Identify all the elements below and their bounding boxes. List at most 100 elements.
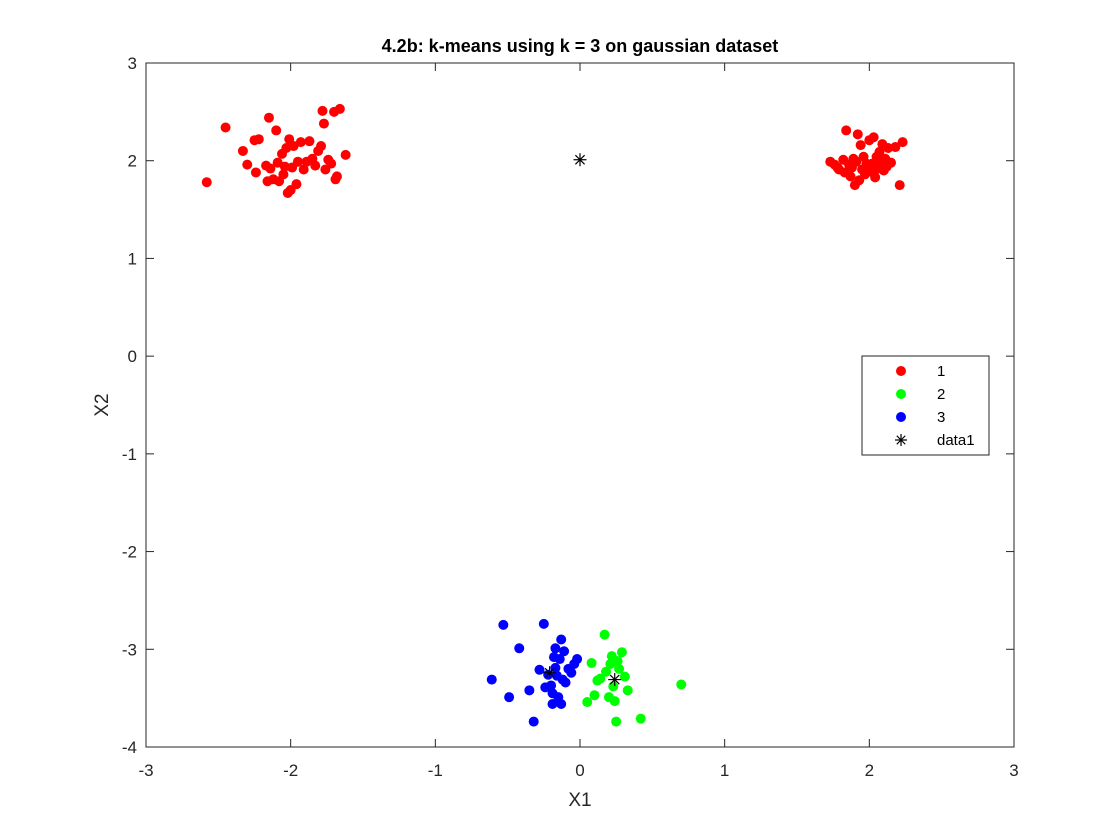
legend-label: data1: [937, 432, 975, 449]
data-point: [554, 654, 565, 665]
data-point: [886, 157, 897, 168]
data-point: [538, 618, 549, 629]
data-point: [334, 103, 345, 114]
legend-label: 2: [937, 386, 945, 403]
data-point: [547, 699, 558, 710]
data-point: [486, 674, 497, 685]
y-tick-label: 0: [128, 347, 137, 366]
data-point: [514, 643, 525, 654]
data-point: [572, 654, 583, 665]
data-point: [504, 692, 515, 703]
legend-label: 1: [937, 363, 945, 380]
y-tick-label: -4: [122, 738, 137, 757]
legend-marker: [895, 434, 907, 446]
legend: 1 2 3 data1: [861, 355, 990, 456]
data-point: [845, 171, 856, 182]
points-layer: [201, 103, 908, 727]
data-point: [295, 137, 306, 148]
data-point: [870, 172, 881, 183]
data-point: [608, 681, 619, 692]
data-point: [556, 699, 567, 710]
data-point: [851, 156, 862, 167]
data-point: [868, 132, 879, 143]
data-point: [291, 179, 302, 190]
data-point: [611, 716, 622, 727]
data-point: [614, 663, 625, 674]
centroid-marker: [608, 673, 622, 687]
data-point: [534, 664, 545, 675]
y-tick-label: -3: [122, 640, 137, 659]
data-point: [619, 671, 630, 682]
legend-label: 3: [937, 409, 945, 426]
data-point: [852, 129, 863, 140]
x-tick-label: 2: [865, 761, 874, 780]
data-point: [316, 141, 327, 152]
data-point: [894, 180, 905, 191]
data-point: [318, 118, 329, 129]
data-point: [253, 134, 264, 145]
data-point: [237, 145, 248, 156]
series-data1: [543, 153, 622, 687]
data-point: [589, 690, 600, 701]
data-point: [616, 647, 627, 658]
data-point: [304, 136, 315, 147]
data-point: [556, 634, 567, 645]
legend-marker: [896, 412, 906, 422]
data-point: [550, 643, 561, 654]
data-point: [560, 677, 571, 688]
data-point: [250, 167, 261, 178]
data-point: [310, 160, 321, 171]
data-point: [566, 667, 577, 678]
data-point: [599, 629, 610, 640]
data-point: [559, 646, 570, 657]
data-point: [890, 142, 901, 153]
data-point: [586, 657, 597, 668]
data-point: [278, 169, 289, 180]
data-point: [292, 156, 303, 167]
data-point: [595, 673, 606, 684]
data-point: [622, 685, 633, 696]
data-point: [635, 713, 646, 724]
data-point: [242, 159, 253, 170]
legend-marker: [896, 389, 906, 399]
y-axis-title: X2: [92, 393, 113, 416]
y-tick-label: 2: [128, 152, 137, 171]
data-point: [546, 680, 557, 691]
data-point: [263, 112, 274, 123]
data-point: [331, 171, 342, 182]
data-point: [528, 716, 539, 727]
centroid-marker: [543, 666, 557, 680]
y-tick-label: -1: [122, 445, 137, 464]
data-point: [897, 137, 908, 148]
series-2: [582, 629, 687, 727]
data-point: [676, 679, 687, 690]
y-tick-label: -2: [122, 543, 137, 562]
data-point: [841, 125, 852, 136]
data-point: [498, 619, 509, 630]
x-tick-label: -2: [283, 761, 298, 780]
legend-box: [861, 355, 990, 456]
y-tick-label: 1: [128, 249, 137, 268]
data-point: [317, 105, 328, 116]
data-point: [550, 662, 561, 673]
x-tick-label: 3: [1009, 761, 1018, 780]
data-point: [609, 696, 620, 707]
data-point: [271, 125, 282, 136]
data-point: [265, 163, 276, 174]
data-point: [220, 122, 231, 133]
data-point: [340, 149, 351, 160]
y-tick-label: 3: [128, 54, 137, 73]
series-1: [201, 103, 908, 198]
data-point: [201, 177, 212, 188]
x-axis-title: X1: [568, 790, 591, 811]
data-point: [855, 140, 866, 151]
data-point: [298, 164, 309, 175]
data-point: [874, 146, 885, 157]
data-point: [601, 666, 612, 677]
x-tick-label: 1: [720, 761, 729, 780]
x-tick-label: 0: [575, 761, 584, 780]
data-point: [524, 685, 535, 696]
legend-marker: [896, 366, 906, 376]
